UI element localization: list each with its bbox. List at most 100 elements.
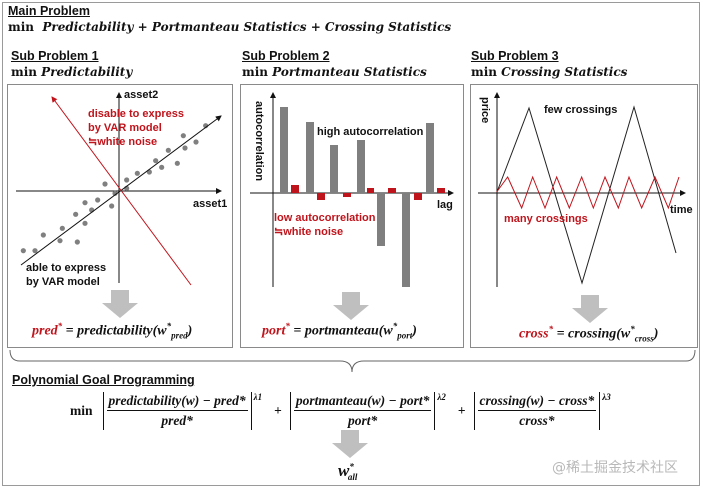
down-arrow-final [332,430,368,458]
star: * [630,324,635,334]
scatter-point [95,197,101,203]
down-arrow-3 [572,295,608,323]
scatter-point [59,225,65,231]
numerator: predictability(w) − pred* [106,393,248,411]
exponent: λ1 [253,392,263,402]
main-problem-title: Main Problem [8,4,90,18]
main-objective: min Predictability + Portmanteau Statist… [8,20,451,34]
scatter-point [82,200,88,206]
scatter-point [174,160,180,166]
min-label: min [242,65,268,79]
paren: ) [187,323,193,339]
rhs: = predictability(w [65,323,167,339]
many-crossings-line [496,175,680,210]
subscript: cross [634,333,654,344]
high-autocorrelation-bar [377,193,385,246]
sub1-title: Sub Problem 1 [11,49,99,63]
subscript: port [397,330,413,341]
scatter-point [134,170,140,176]
high-autocorrelation-note: high autocorrelation [317,126,424,138]
cross-star: cross [519,326,549,342]
high-autocorrelation-bar [306,122,314,193]
scatter-point [180,133,186,139]
time-label: time [670,204,693,216]
denominator: pred* [161,413,193,428]
sub2-formula: port* = portmanteau(w*port) [262,321,417,340]
high-autocorrelation-bar [357,140,365,193]
term-3: crossing(w) − cross* cross* [473,392,601,430]
exponent: λ3 [602,392,611,402]
scatter-point [112,190,118,196]
denominator: port* [347,413,378,428]
note-line: by VAR model [26,276,100,288]
star: * [392,321,398,331]
brace [9,349,696,373]
scatter-point [153,158,159,164]
sub3-objective: min Crossing Statistics [471,65,627,79]
rhs: = portmanteau(w [293,323,393,339]
low-autocorrelation-bar [317,193,325,200]
scatter-point [32,248,38,254]
scatter-points [20,123,209,254]
pgp-formula: min predictability(w) − pred* pred* λ1 + p… [70,392,617,430]
asset2-label: asset2 [124,89,159,101]
scatter-point [73,211,79,217]
note-line: low autocorrelation [274,212,376,224]
sub3-title: Sub Problem 3 [471,49,559,63]
scatter-point [102,181,108,187]
sub2-title: Sub Problem 2 [242,49,330,63]
low-autocorrelation-note: low autocorrelation ≒white noise [274,211,375,239]
star: * [548,324,554,334]
min-label: min [471,65,497,79]
many-crossings-note: many crossings [504,213,588,225]
note-line: ≒white noise [88,136,158,148]
high-autocorrelation-bar [426,123,434,193]
w-all-result: w*all [338,461,357,482]
plus: + [274,403,282,418]
star: * [285,321,290,331]
autocorrelation-bars [280,107,445,287]
sub1-formula: pred* = predictability(w*pred) [32,321,192,340]
scatter-point [124,177,130,183]
rhs: = crossing(w [556,326,631,342]
asset1-label: asset1 [193,198,228,210]
high-autocorrelation-bar [402,193,410,287]
scatter-point [20,248,26,254]
high-autocorrelation-bar [280,107,288,193]
pred-star: pred [32,323,58,339]
note-line: ≒white noise [274,226,344,238]
scatter-point [40,232,46,238]
star: * [57,321,63,331]
note-line: by VAR model [88,122,162,134]
down-arrow-1 [102,290,138,318]
sub3-formula: cross* = crossing(w*cross) [519,324,658,343]
min-label: min [8,20,34,34]
scatter-point [82,220,88,226]
black-note: able to express by VAR model [26,261,106,289]
red-note: disable to express by VAR model ≒white n… [88,107,184,149]
low-autocorrelation-bar [414,193,422,200]
few-crossings-note: few crossings [544,104,618,116]
scatter-point [109,203,115,209]
subscript: pred [171,330,188,341]
objective-text: Predictability [41,65,133,79]
term-2: portmanteau(w) − port* port* [289,392,436,430]
port-star: port [262,323,286,339]
low-autocorrelation-bar [291,185,299,193]
scatter-point [159,164,165,170]
scatter-point [165,147,171,153]
star: * [349,461,354,472]
min-label: min [70,403,93,418]
pgp-title: Polynomial Goal Programming [12,373,195,387]
denominator: cross* [519,413,555,428]
objective-text: Crossing Statistics [501,65,628,79]
sub2-objective: min Portmanteau Statistics [242,65,427,79]
objective-text: Portmanteau Statistics [272,65,427,79]
min-label: min [11,65,37,79]
w: w [338,461,350,480]
note-line: disable to express [88,108,184,120]
star: * [166,321,172,331]
